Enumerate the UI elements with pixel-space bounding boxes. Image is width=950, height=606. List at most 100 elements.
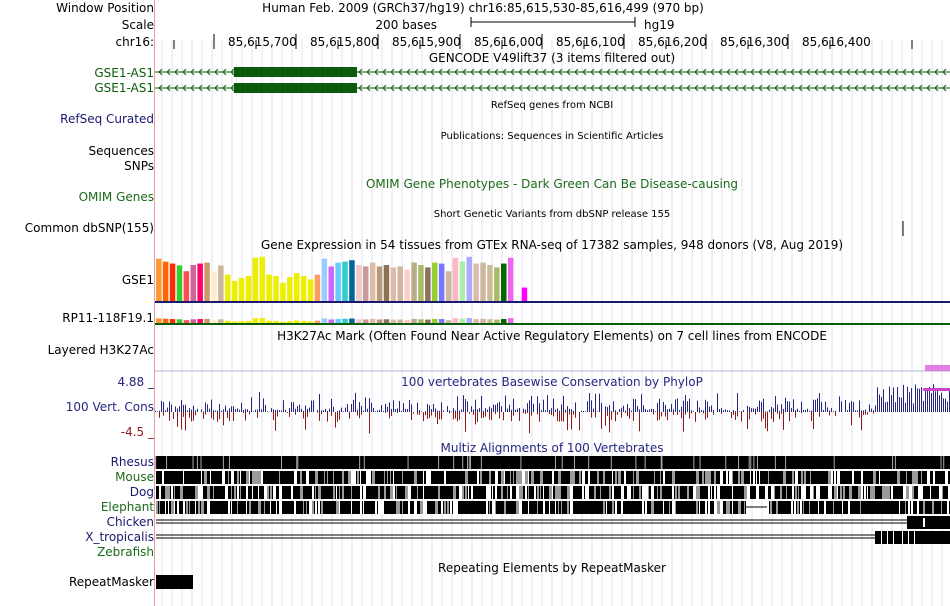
- gtex-bar: [445, 271, 452, 301]
- gtex-bar: [287, 277, 293, 301]
- cons-bar-pos: [833, 411, 834, 412]
- tracks-svg[interactable]: Human Feb. 2009 (GRCh37/hg19) chr16:85,6…: [155, 0, 950, 606]
- gencode-item-label-1[interactable]: GSE1-AS1: [94, 66, 154, 80]
- gencode-item-label-2[interactable]: GSE1-AS1: [94, 81, 154, 95]
- species-zebrafish-label[interactable]: Zebrafish: [97, 545, 154, 559]
- alignment-gap: [768, 471, 769, 484]
- cons-bar-neg: [851, 412, 852, 426]
- strand-arrow: [726, 84, 731, 92]
- cons-bar-pos: [177, 408, 178, 412]
- cons-bar-pos: [809, 411, 810, 412]
- browser-image-panel[interactable]: Human Feb. 2009 (GRCh37/hg19) chr16:85,6…: [155, 0, 950, 606]
- cons-bar-pos: [557, 408, 558, 412]
- alignment-gap: [240, 471, 241, 484]
- cons-bar-pos: [925, 389, 926, 412]
- gtex-rp11-label[interactable]: RP11-118F19.1: [62, 311, 154, 325]
- gtex-gse1-bars[interactable]: [156, 256, 528, 301]
- species-xtropicalis-label[interactable]: X_tropicalis: [85, 530, 154, 544]
- cons-bar-pos: [819, 393, 820, 412]
- ruler-tick-label: 85,616,200: [638, 35, 707, 49]
- cons-bar-neg: [859, 412, 860, 418]
- alignment-gap: [725, 456, 727, 469]
- cons-bar-pos: [501, 406, 502, 412]
- alignment-gap: [519, 501, 522, 514]
- alignment-gap: [486, 486, 489, 499]
- alignment-gap: [672, 471, 675, 484]
- alignment-gap: [870, 486, 873, 499]
- species-mouse-label[interactable]: Mouse: [115, 470, 154, 484]
- cons-bar-neg: [735, 412, 736, 420]
- species-elephant-label[interactable]: Elephant: [100, 500, 154, 514]
- refseq-curated-label[interactable]: RefSeq Curated: [60, 112, 154, 126]
- gtex-rp11-bars[interactable]: [156, 318, 514, 323]
- alignment-gap: [750, 456, 752, 469]
- alignment-gap: [327, 471, 328, 484]
- alignment-gap: [469, 456, 471, 469]
- cons-bar-neg: [417, 412, 418, 415]
- cons-bar-pos: [513, 398, 514, 412]
- alignment-gap: [513, 471, 514, 484]
- alignment-block: [907, 516, 950, 529]
- strand-arrow: [606, 68, 611, 76]
- species-chicken-label[interactable]: Chicken: [106, 515, 154, 529]
- cons-bar-pos: [605, 406, 606, 412]
- repeatmasker-element[interactable]: [156, 575, 193, 589]
- cons-bar-pos: [881, 396, 882, 412]
- cons-bar-pos: [203, 411, 204, 412]
- cons-bar-neg: [349, 412, 350, 419]
- cons-bar-neg: [527, 412, 528, 414]
- ruler[interactable]: 85,615,700 85,615,800 85,615,900 85,616,000…: [173, 34, 913, 49]
- cons-bar-pos: [345, 407, 346, 412]
- alignment-gap: [783, 471, 786, 484]
- repeatmasker-track-title: Repeating Elements by RepeatMasker: [438, 561, 666, 575]
- sequences-label[interactable]: Sequences: [88, 144, 154, 158]
- conservation-signal[interactable]: [155, 384, 950, 434]
- cons-track-label[interactable]: 100 Vert. Cons: [65, 400, 154, 414]
- cons-bar-pos: [225, 405, 226, 412]
- alignment-gap: [708, 471, 711, 484]
- h3k27ac-label[interactable]: Layered H3K27Ac: [47, 343, 154, 357]
- cons-bar-pos: [673, 409, 674, 412]
- cons-bar-neg: [639, 412, 640, 432]
- cons-bar-pos: [685, 394, 686, 412]
- cons-bar-pos: [627, 403, 628, 412]
- cons-bar-neg: [173, 412, 174, 419]
- cons-bar-neg: [511, 412, 512, 422]
- alignment-gap: [630, 486, 631, 499]
- alignment-gap: [606, 501, 607, 514]
- cons-bar-pos: [747, 405, 748, 412]
- alignment-gap: [228, 501, 230, 514]
- gtex-gse1-label[interactable]: GSE1: [121, 273, 154, 287]
- gtex-bar: [452, 257, 459, 301]
- strand-arrow: [782, 84, 787, 92]
- snps-label[interactable]: SNPs: [124, 159, 154, 173]
- strand-arrow: [782, 68, 787, 76]
- alignment-gap: [642, 486, 645, 499]
- multiz-alignments[interactable]: [155, 456, 950, 544]
- dbsnp-label[interactable]: Common dbSNP(155): [24, 221, 154, 235]
- species-rhesus-label[interactable]: Rhesus: [110, 455, 154, 469]
- transcript-exon: [234, 83, 357, 93]
- alignment-gap: [798, 486, 799, 499]
- strand-arrow: [686, 68, 691, 76]
- omim-genes-label[interactable]: OMIM Genes: [78, 190, 154, 204]
- cons-bar-neg: [703, 412, 704, 414]
- alignment-gap: [785, 456, 787, 469]
- alignment-gap: [168, 486, 170, 499]
- cons-bar-pos: [823, 409, 824, 412]
- cons-bar-pos: [667, 409, 668, 412]
- strand-arrow: [462, 68, 467, 76]
- cons-bar-pos: [709, 406, 710, 412]
- cons-bar-pos: [681, 406, 682, 412]
- alignment-gap: [459, 486, 462, 499]
- repeatmasker-label[interactable]: RepeatMasker: [68, 575, 154, 589]
- gencode-track[interactable]: [155, 67, 950, 93]
- cons-bar-pos: [361, 405, 362, 412]
- alignment-gap: [873, 486, 875, 499]
- cons-bar-neg: [191, 412, 192, 422]
- cons-bar-pos: [921, 387, 922, 412]
- cons-bar-pos: [811, 410, 812, 412]
- gtex-bar-small: [356, 319, 362, 323]
- species-dog-label[interactable]: Dog: [129, 485, 154, 499]
- cons-bar-pos: [835, 410, 836, 412]
